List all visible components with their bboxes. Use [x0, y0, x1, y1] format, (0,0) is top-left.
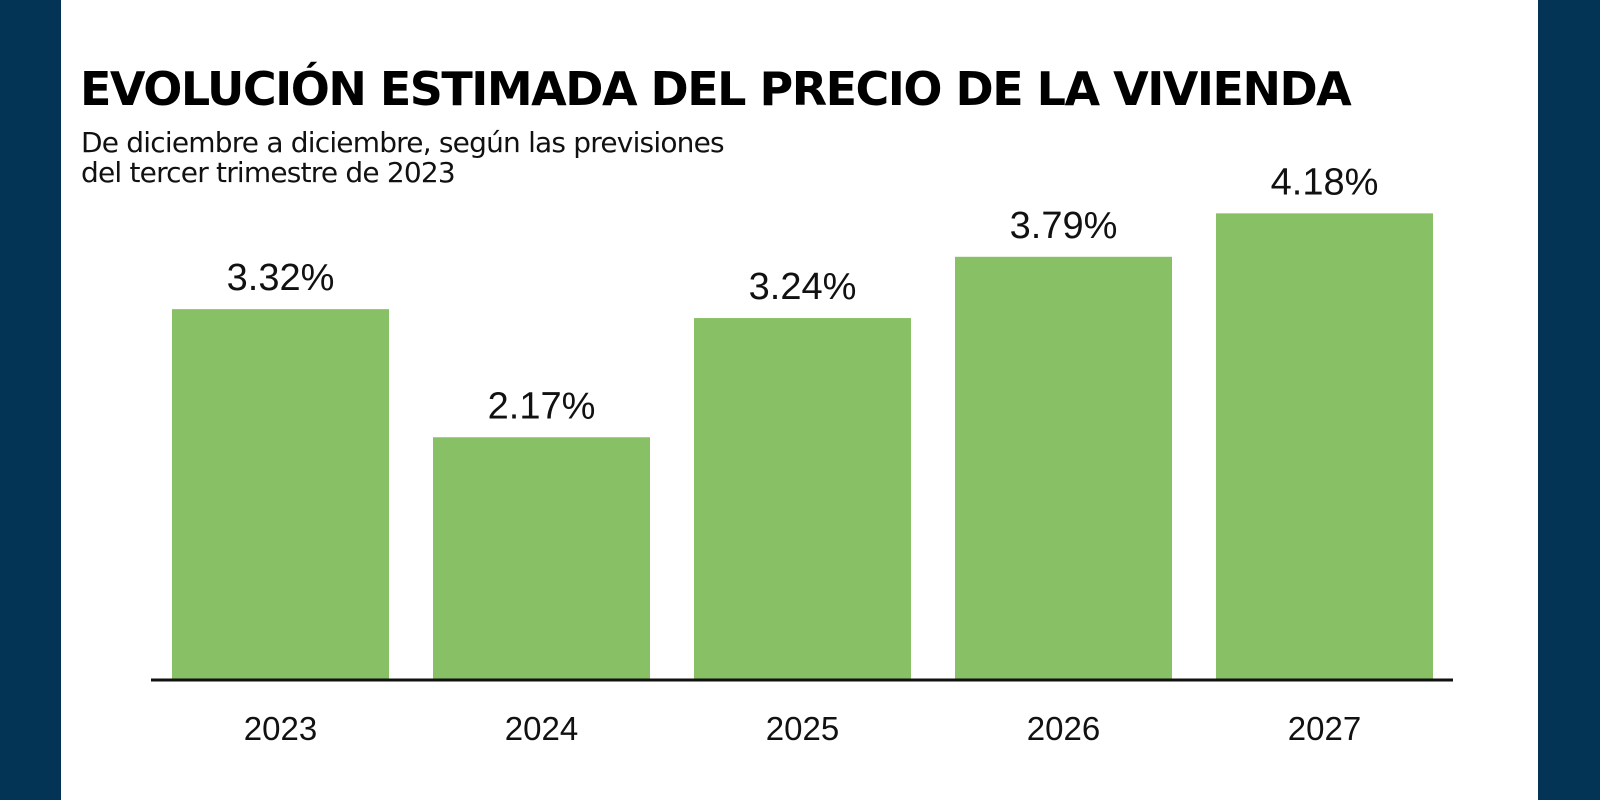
data-label-2024: 2.17%: [488, 385, 596, 427]
data-label-2023: 3.32%: [227, 257, 335, 299]
chart-title: EVOLUCIÓN ESTIMADA DEL PRECIO DE LA VIVI…: [80, 62, 1352, 116]
bar-2025: [694, 318, 911, 679]
left-side-panel: [0, 0, 61, 800]
right-side-panel: [1538, 0, 1600, 800]
bar-2027: [1216, 213, 1433, 679]
data-label-2027: 4.18%: [1271, 161, 1379, 203]
bar-2023: [172, 309, 389, 679]
subtitle-line-1: De diciembre a diciembre, según las prev…: [81, 126, 725, 159]
x-tick-label-2024: 2024: [505, 710, 578, 747]
chart-subtitle: De diciembre a diciembre, según las prev…: [81, 126, 725, 189]
x-tick-label-2025: 2025: [766, 710, 839, 747]
subtitle-line-2: del tercer trimestre de 2023: [81, 156, 456, 189]
data-label-2026: 3.79%: [1010, 205, 1118, 247]
data-label-2025: 3.24%: [749, 266, 857, 308]
x-tick-label-2026: 2026: [1027, 710, 1100, 747]
bar-2026: [955, 256, 1172, 679]
x-tick-label-2027: 2027: [1288, 710, 1361, 747]
x-tick-label-2023: 2023: [244, 710, 317, 747]
bar-2024: [433, 437, 650, 679]
